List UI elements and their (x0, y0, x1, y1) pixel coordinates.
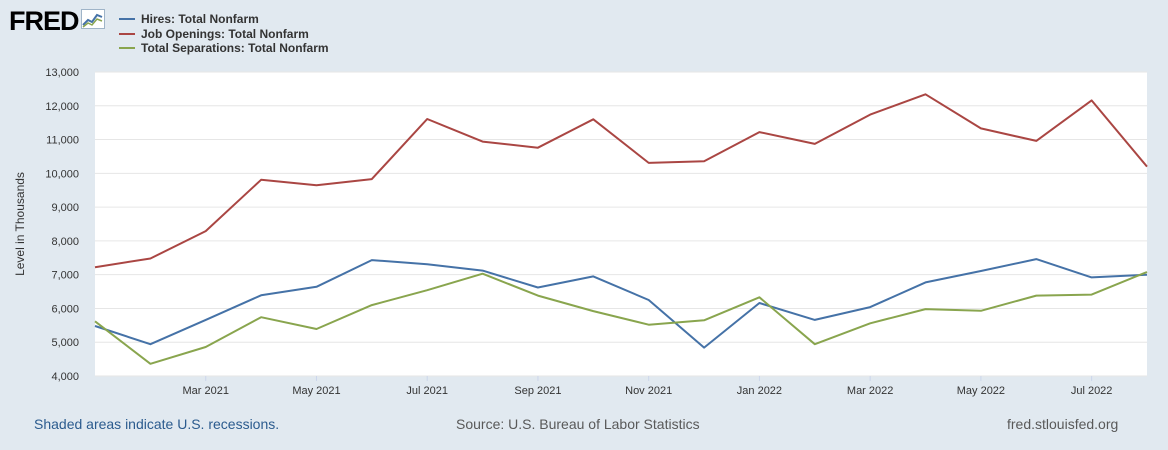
series-line-job-openings (94, 93, 1148, 269)
y-tick-label: 8,000 (51, 236, 79, 248)
line-chart: 4,000 5,000 6,000 7,000 8,000 9,000 10,000 11,0… (13, 67, 1148, 397)
legend-item-hires[interactable]: Hires: Total Nonfarm (119, 12, 329, 27)
x-tick-label: Nov 2021 (625, 385, 672, 397)
source-note: Source: U.S. Bureau of Labor Statistics (456, 416, 700, 432)
y-axis-label: Level in Thousands (13, 172, 27, 276)
x-tick-label: Jul 2022 (1071, 385, 1113, 397)
site-link[interactable]: fred.stlouisfed.org (1007, 416, 1119, 432)
legend-swatch-separations (119, 47, 135, 50)
legend-swatch-job-openings (119, 32, 135, 35)
plot-area (95, 72, 1147, 376)
chart-legend: Hires: Total Nonfarm Job Openings: Total… (119, 12, 329, 56)
x-tick-label: Mar 2021 (182, 385, 228, 397)
x-tick-label: May 2021 (292, 385, 340, 397)
x-tick-label: Jan 2022 (737, 385, 782, 397)
recession-note: Shaded areas indicate U.S. recessions. (34, 416, 280, 432)
legend-label-hires: Hires: Total Nonfarm (141, 12, 259, 27)
x-tick-label: May 2022 (957, 385, 1005, 397)
legend-label-job-openings: Job Openings: Total Nonfarm (141, 26, 309, 41)
fred-logo[interactable]: FRED (9, 6, 105, 36)
y-tick-label: 9,000 (51, 202, 79, 214)
series-line-total-separations (94, 271, 1148, 365)
x-tick-label: Jul 2021 (406, 385, 448, 397)
fred-graph-icon (80, 8, 105, 34)
legend-item-separations[interactable]: Total Separations: Total Nonfarm (119, 41, 329, 56)
x-tick-label: Sep 2021 (514, 385, 561, 397)
series-line-hires (94, 258, 1148, 349)
legend-item-job-openings[interactable]: Job Openings: Total Nonfarm (119, 27, 329, 42)
y-tick-label: 4,000 (51, 371, 79, 383)
y-tick-label: 12,000 (45, 101, 79, 113)
y-tick-label: 5,000 (51, 337, 79, 349)
legend-label-separations: Total Separations: Total Nonfarm (141, 41, 329, 56)
x-tick-label: Mar 2022 (847, 385, 893, 397)
legend-swatch-hires (119, 18, 135, 21)
y-tick-label: 11,000 (46, 135, 79, 147)
y-tick-label: 6,000 (51, 303, 79, 315)
fred-logo-text: FRED (9, 6, 79, 36)
y-tick-label: 10,000 (45, 168, 79, 180)
y-tick-label: 13,000 (45, 67, 79, 79)
y-tick-label: 7,000 (51, 270, 79, 282)
